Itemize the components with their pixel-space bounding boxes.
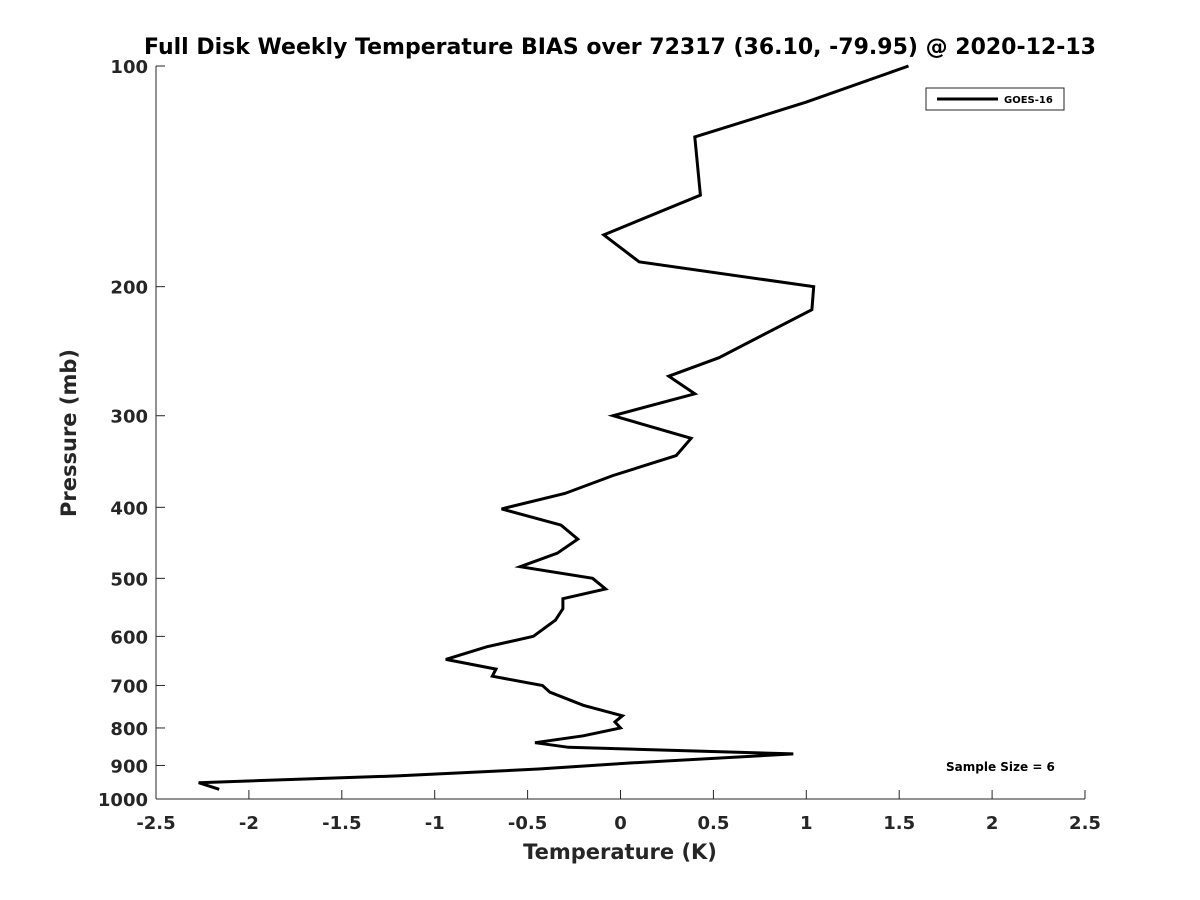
data-layer xyxy=(198,64,909,791)
y-tick-label: 400 xyxy=(110,498,148,519)
y-ticks: 100 200 300 400 500 600 700 800 900 1000 xyxy=(98,57,165,811)
y-tick-label: 300 xyxy=(110,407,148,428)
x-tick-label: -0.5 xyxy=(508,813,547,834)
y-tick-label: 200 xyxy=(110,278,148,299)
y-tick-label: 100 xyxy=(110,57,148,78)
y-tick-label: 900 xyxy=(110,756,148,777)
x-ticks: -2.5 -2 -1.5 -1 -0.5 0 0.5 1 1.5 2 2.5 xyxy=(136,790,1101,834)
x-tick-label: 0.5 xyxy=(697,813,729,834)
x-tick-label: 1.5 xyxy=(883,813,915,834)
x-tick-label: 0 xyxy=(614,813,627,834)
y-tick-label: 800 xyxy=(110,719,148,740)
legend: GOES-16 xyxy=(925,87,1065,111)
plot-area xyxy=(156,66,1085,799)
x-axis-label: Temperature (K) xyxy=(523,840,717,864)
x-tick-label: 2.5 xyxy=(1069,813,1101,834)
y-tick-label: 500 xyxy=(110,569,148,590)
y-tick-label: 600 xyxy=(110,627,148,648)
series-line-goes-16 xyxy=(198,64,909,791)
x-tick-label: 1 xyxy=(800,813,813,834)
x-tick-label: 2 xyxy=(986,813,999,834)
y-tick-label: 1000 xyxy=(98,790,148,811)
y-tick-label: 700 xyxy=(110,676,148,697)
x-tick-label: -1 xyxy=(425,813,445,834)
x-tick-label: -1.5 xyxy=(322,813,361,834)
y-axis-label: Pressure (mb) xyxy=(57,349,81,517)
sample-size-annotation: Sample Size = 6 xyxy=(946,760,1055,774)
x-tick-label: -2.5 xyxy=(136,813,175,834)
x-tick-label: -2 xyxy=(239,813,259,834)
legend-entry-goes-16: GOES-16 xyxy=(1004,95,1053,106)
chart-title: Full Disk Weekly Temperature BIAS over 7… xyxy=(144,35,1096,60)
